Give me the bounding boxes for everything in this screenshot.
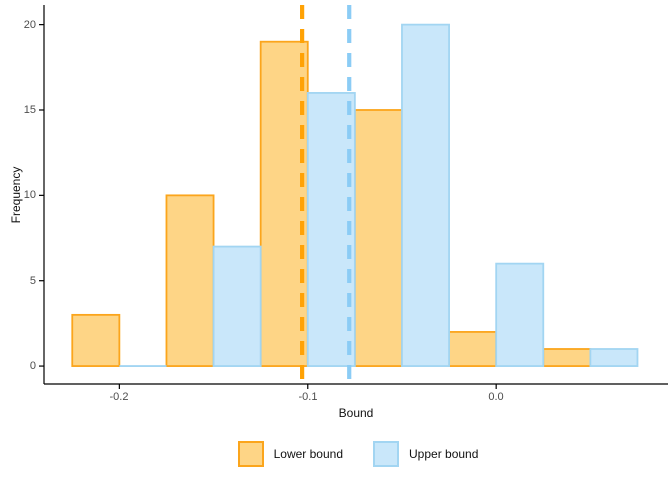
x-tick-label: -0.2	[109, 391, 129, 403]
y-axis-title: Frequency	[9, 166, 23, 224]
y-tick-label: 20	[23, 19, 36, 31]
y-tick-label: 10	[23, 189, 36, 201]
bar-lower-bound-bin4	[448, 331, 498, 367]
y-tick-label: 0	[29, 360, 36, 372]
upper-bound-swatch-icon	[373, 441, 399, 467]
bar-upper-bound-bin5	[589, 348, 639, 367]
x-axis-title: Bound	[338, 406, 374, 420]
x-tick-label: 0.0	[488, 391, 504, 403]
bar-lower-bound-bin1	[165, 194, 215, 367]
x-tick-label: -0.1	[298, 391, 318, 403]
y-tick-label: 15	[23, 104, 36, 116]
legend-item-upper-bound: Upper bound	[373, 441, 478, 467]
bar-upper-bound-bin4	[495, 262, 545, 367]
bar-lower-bound-bin5	[542, 348, 592, 367]
bar-lower-bound-bin2	[259, 40, 309, 367]
bar-upper-bound-bin2	[306, 92, 356, 367]
bar-lower-bound-bin3	[353, 109, 403, 367]
y-tick-label: 5	[29, 275, 36, 287]
legend-label: Upper bound	[409, 447, 479, 461]
bar-upper-bound-bin1	[212, 245, 262, 367]
legend: Lower bound Upper bound	[44, 441, 672, 467]
bar-lower-bound-bin0	[71, 313, 121, 367]
lower-bound-swatch-icon	[237, 441, 264, 467]
legend-label: Lower bound	[273, 447, 343, 461]
bar-upper-bound-bin3	[401, 23, 450, 367]
legend-item-lower-bound: Lower bound	[237, 441, 343, 467]
